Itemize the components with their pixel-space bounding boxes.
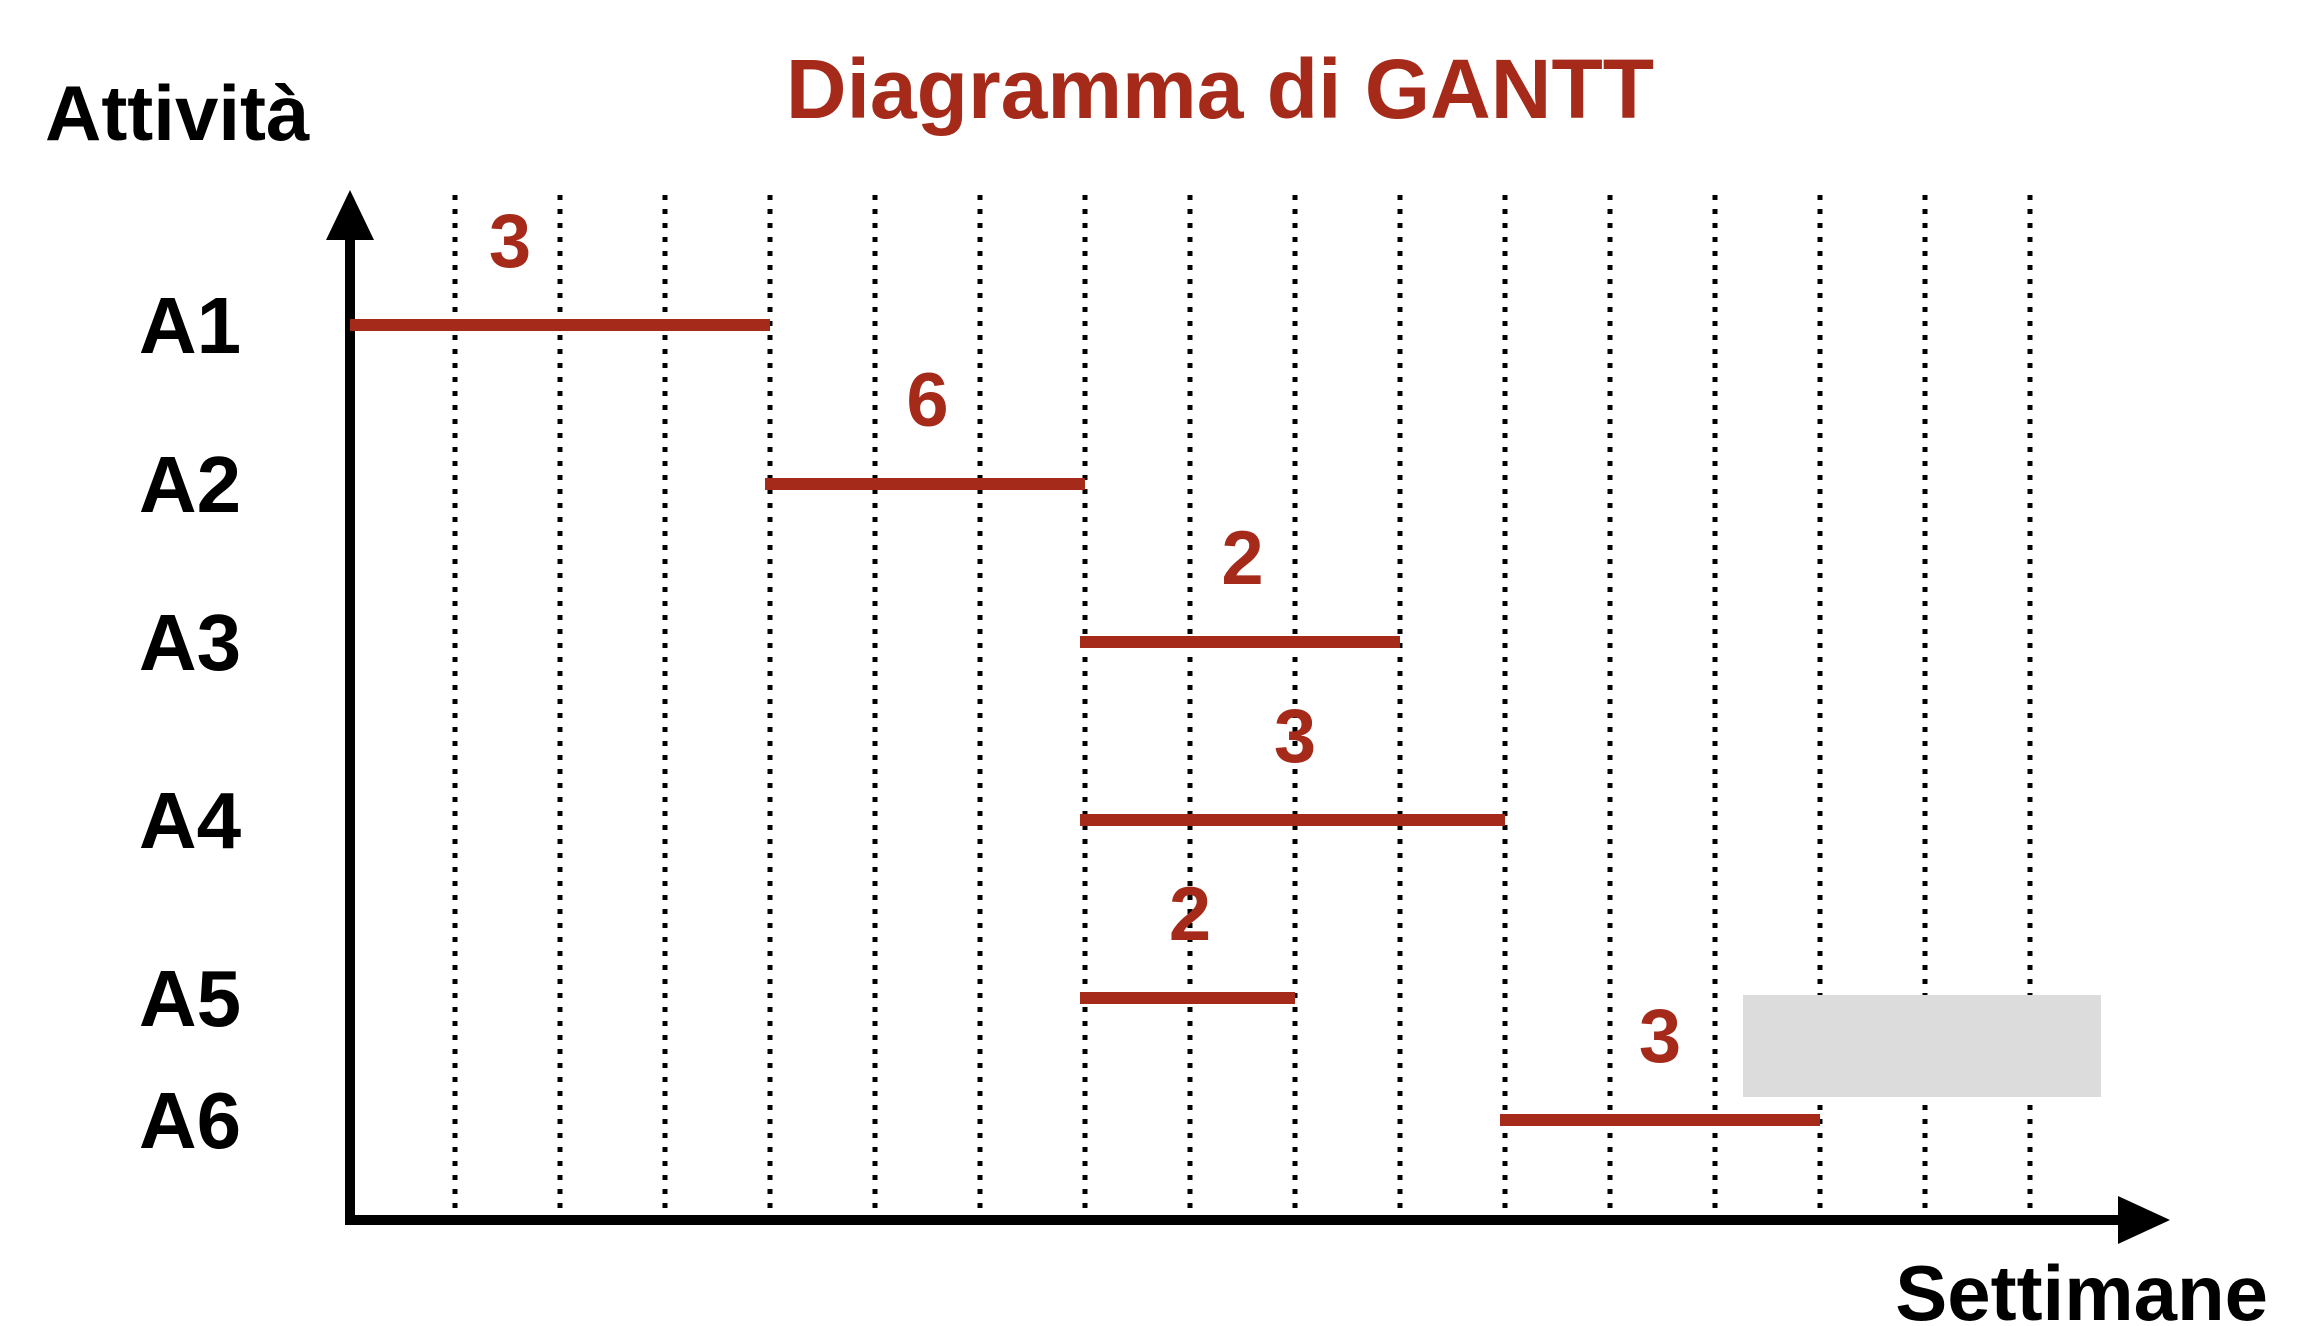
- row-label-a4: A4: [139, 776, 242, 865]
- duration-label-a2: 6: [906, 358, 948, 443]
- task-labels: A1 3 A2 6 A3 2 A4 3 A5 2 A6 3: [139, 199, 1681, 1165]
- row-label-a3: A3: [139, 598, 241, 687]
- task-bars: [350, 319, 1820, 1126]
- y-axis-title: Attività: [45, 69, 310, 157]
- duration-label-a1: 3: [489, 199, 531, 284]
- duration-label-a4: 3: [1274, 694, 1316, 779]
- axes: [326, 190, 2170, 1244]
- duration-label-a5: 2: [1169, 872, 1211, 957]
- y-axis-arrow: [326, 190, 374, 240]
- row-label-a1: A1: [139, 281, 241, 370]
- duration-label-a6: 3: [1639, 994, 1681, 1079]
- x-axis-title: Settimane: [1895, 1249, 2268, 1326]
- row-label-a5: A5: [139, 954, 241, 1043]
- duration-label-a3: 2: [1221, 516, 1263, 601]
- highlight-rect: [1743, 995, 2101, 1097]
- x-axis-arrow: [2118, 1196, 2170, 1244]
- highlight-area: [1743, 995, 2101, 1097]
- row-label-a2: A2: [139, 440, 241, 529]
- chart-title: Diagramma di GANTT: [786, 42, 1654, 136]
- row-label-a6: A6: [139, 1076, 241, 1165]
